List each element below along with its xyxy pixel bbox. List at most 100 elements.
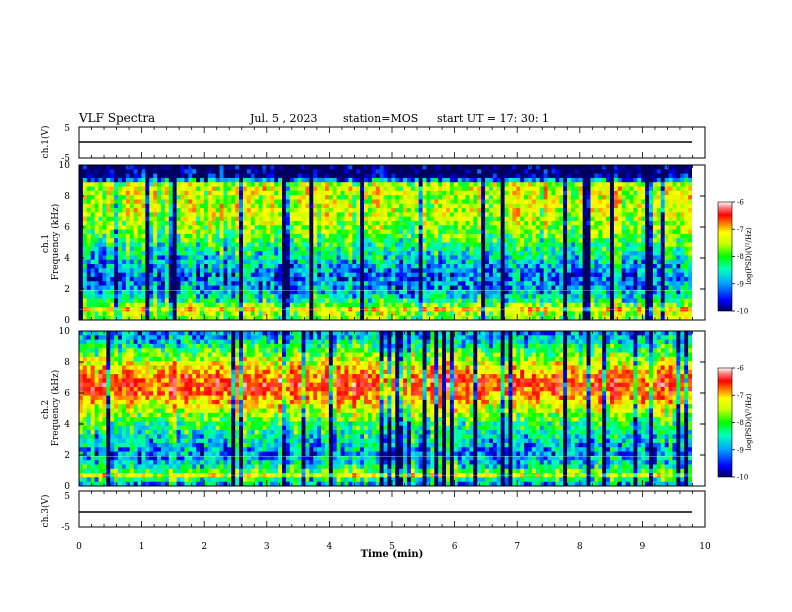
spectrogram-cell — [285, 251, 291, 256]
spectrogram-cell — [453, 208, 459, 213]
spectrogram-cell — [473, 281, 478, 286]
spectrogram-cell — [254, 264, 259, 269]
spectrogram-cell — [574, 272, 580, 278]
spectrogram-cell — [524, 216, 529, 222]
spectrogram-cell — [465, 315, 470, 321]
spectrogram-cell — [594, 268, 599, 274]
spectrogram-cell — [395, 212, 400, 218]
spectrogram-cell — [118, 242, 123, 248]
spectrogram-cell — [360, 311, 365, 317]
spectrogram-cell — [297, 294, 302, 299]
spectrogram-cell — [164, 289, 170, 295]
spectrogram-cell — [200, 255, 205, 261]
spectrogram-cell — [422, 177, 427, 183]
spectrogram-cell — [446, 233, 451, 239]
spectrogram-cell — [504, 190, 509, 196]
spectrogram-cell — [594, 199, 599, 205]
spectrogram-cell — [344, 289, 349, 295]
spectrogram-cell — [188, 208, 193, 213]
spectrogram-cell — [520, 251, 525, 256]
spectrogram-cell — [293, 216, 299, 222]
spectrogram-cell — [86, 177, 92, 183]
spectrogram-cell — [215, 169, 220, 175]
spectrogram-cell — [602, 315, 607, 321]
spectrogram-cell — [153, 294, 158, 299]
spectrogram-cell — [348, 272, 353, 278]
spectrogram-cell — [586, 281, 591, 286]
spectrogram-cell — [426, 186, 431, 192]
spectrogram-cell — [180, 268, 185, 274]
spectrogram-cell — [98, 195, 103, 200]
spectrogram-cell — [246, 281, 252, 286]
spectrogram-cell — [613, 315, 619, 321]
spectrogram-cell — [524, 238, 529, 243]
spectrogram-cell — [414, 173, 420, 179]
spectrogram-cell — [524, 302, 529, 308]
spectrogram-cell — [461, 302, 466, 308]
spectrogram-cell — [200, 272, 205, 278]
spectrogram-cell — [153, 169, 158, 175]
spectrogram-cell — [321, 173, 326, 179]
spectrogram-cell — [379, 233, 384, 239]
spectrogram-cell — [309, 238, 314, 243]
spectrogram-cell — [184, 220, 189, 226]
spectrogram-cell — [520, 203, 525, 209]
spectrogram-cell — [379, 246, 384, 252]
spectrogram-cell — [367, 251, 373, 256]
spectrogram-cell — [610, 173, 615, 179]
spectrogram-cell — [129, 264, 135, 269]
spectrogram-cell — [383, 229, 388, 235]
spectrogram-cell — [364, 195, 369, 200]
spectrogram-cell — [430, 272, 435, 278]
spectrogram-cell — [406, 177, 412, 183]
spectrogram-cell — [613, 272, 619, 278]
spectrogram-cell — [157, 246, 162, 252]
spectrogram-cell — [153, 199, 158, 205]
spectrogram-cell — [324, 190, 330, 196]
spectrogram-cell — [200, 225, 205, 230]
spectrogram-cell — [488, 246, 494, 252]
spectrogram-cell — [219, 216, 224, 222]
spectrogram-cell — [551, 238, 556, 243]
spectrogram-cell — [364, 177, 369, 183]
spectrogram-cell — [297, 315, 302, 321]
spectrogram-cell — [547, 294, 552, 299]
spectrogram-cell — [528, 264, 533, 269]
spectrogram-cell — [305, 165, 310, 170]
spectrogram-cell — [180, 182, 185, 187]
spectrogram-cell — [328, 186, 334, 192]
spectrogram-cell — [504, 255, 509, 261]
spectrogram-cell — [391, 281, 396, 286]
spectrogram-cell — [160, 242, 166, 248]
spectrogram-cell — [602, 186, 607, 192]
spectrogram-cell — [200, 264, 205, 269]
spectrogram-cell — [453, 246, 459, 252]
spectrogram-cell — [227, 285, 232, 291]
spectrogram-cell — [137, 255, 142, 261]
spectrogram-cell — [465, 220, 470, 226]
spectrogram-cell — [114, 182, 119, 187]
spectrogram-cell — [274, 238, 279, 243]
spectrogram-cell — [371, 220, 377, 226]
spectrogram-cell — [399, 229, 404, 235]
spectrogram-cell — [492, 212, 498, 218]
spectrogram-cell — [328, 173, 334, 179]
spectrogram-cell — [231, 173, 236, 179]
spectrogram-cell — [82, 233, 88, 239]
spectrogram-cell — [110, 225, 115, 230]
spectrogram-cell — [285, 242, 291, 248]
spectrogram-cell — [289, 173, 295, 179]
spectrogram-cell — [391, 173, 396, 179]
spectrogram-cell — [492, 195, 498, 200]
spectrogram-cell — [282, 220, 287, 226]
spectrogram-cell — [301, 238, 306, 243]
spectrogram-cell — [492, 169, 498, 175]
spectrogram-cell — [149, 225, 154, 230]
spectrogram-cell — [485, 276, 490, 282]
spectrogram-cell — [309, 173, 314, 179]
spectrogram-cell — [403, 173, 408, 179]
spectrogram-cell — [321, 289, 326, 295]
spectrogram-cell — [606, 186, 611, 192]
spectrogram-cell — [610, 311, 615, 317]
spectrogram-cell — [309, 195, 314, 200]
